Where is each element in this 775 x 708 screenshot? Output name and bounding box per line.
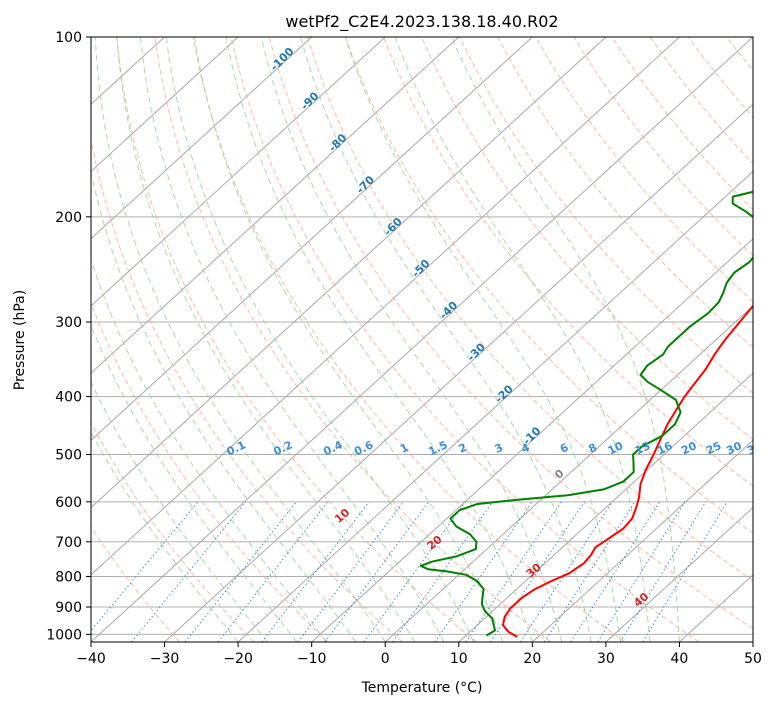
mixing-ratio-line [490,501,585,642]
dry-adiabat-line [383,37,753,487]
y-tick-label: 300 [55,315,82,331]
x-tick-label: −20 [223,651,253,667]
mixing-ratio-lines [91,501,728,642]
x-tick-label: 0 [381,651,390,667]
isotherm-line [91,37,386,307]
mixing-ratio-line [392,501,493,642]
chart-title: wetPf2_C2E4.2023.138.18.40.R02 [285,12,558,32]
y-axis-title: Pressure (hPa) [12,290,28,390]
dry-adiabat-line [497,37,753,348]
y-tick-label: 400 [55,390,82,406]
moist-adiabat-line [91,170,357,642]
mixing-ratio-line [261,501,370,642]
plot-frame [90,36,754,643]
moist-adiabat-line [260,37,563,642]
y-axis: 100 200 300 400 500 600 700 800 900 1000 [46,30,91,643]
mixing-ratio-label: 20 [679,439,699,457]
moist-adiabat-line [344,37,622,642]
x-tick-label: −40 [76,651,106,667]
mixing-ratio-line [184,501,297,642]
isotherm-line [91,37,239,173]
mixing-ratio-line [434,501,533,642]
moist-adiabat-line [140,37,445,642]
x-tick-label: 40 [671,651,689,667]
x-axis-title: Temperature (°C) [361,680,483,696]
moist-adiabat-line [194,37,504,642]
y-tick-label: 800 [55,569,82,585]
y-tick-label: 600 [55,495,82,511]
moist-adiabat-line [91,431,239,642]
x-tick-label: 30 [597,651,615,667]
sounding-series [419,190,753,638]
mixing-ratio-line [324,501,430,642]
mixing-ratio-label: 25 [704,439,723,457]
dry-adiabat-line [306,37,753,582]
moist-adiabat-line [91,380,268,642]
dewpoint-profile [419,190,753,637]
isotherm-line [164,103,753,642]
mixing-ratio-line [465,501,562,642]
isotherm-line [91,37,533,442]
isotherm-line [458,372,753,642]
isotherm-line [311,237,753,642]
dry-adiabat-line [573,37,753,257]
mixing-ratio-line [297,501,404,642]
isotherm-line [91,37,680,576]
dry-adiabat-line [91,526,181,642]
dry-adiabat-line [91,302,329,642]
mixing-ratio-label: 36 [745,439,765,457]
mixing-ratio-label: 30 [724,439,744,457]
mixing-ratio-line [363,501,466,642]
y-tick-label: 700 [55,535,82,551]
x-tick-label: −30 [150,651,180,667]
mixing-ratio-label: 10 [606,439,626,457]
x-axis: −40 −30 −20 −10 0 10 20 30 40 50 [76,642,762,667]
y-tick-label: 500 [55,448,82,464]
y-tick-label: 100 [55,30,82,46]
y-tick-label: 900 [55,600,82,616]
mixing-ratio-line [217,501,329,642]
mixing-ratio-line [642,501,728,642]
isotherm-line [237,170,753,642]
temperature-profile [502,304,753,638]
y-tick-label: 1000 [46,627,82,643]
mixing-ratio-line [619,501,707,642]
dry-adiabat-line [649,37,753,165]
isotherm-line [91,37,753,642]
isotherms [91,37,753,642]
moist-adiabat-line [300,37,592,642]
x-tick-label: 50 [744,651,762,667]
dry-adiabat-line [459,37,753,394]
isotherm-line [531,439,753,642]
isotherm-line [91,37,313,240]
moist-adiabat-line [91,324,298,642]
mixing-ratio-label: 13 [633,439,652,457]
x-tick-label: −10 [297,651,327,667]
mixing-ratio-label: 16 [655,439,675,457]
dry-adiabat-line [421,37,753,441]
moist-adiabat-line [225,37,533,642]
plot-area: 0.10.20.40.611.52346810131620253036-100-… [91,37,765,642]
dry-adiabat-line [116,37,477,642]
moist-adiabat-line [165,37,474,642]
y-tick-label: 200 [55,210,82,226]
moist-adiabat-line [116,37,416,642]
x-tick-label: 20 [523,651,541,667]
isotherm-line [605,506,753,642]
dry-adiabat-line [611,37,753,211]
x-tick-label: 10 [450,651,468,667]
isotherm-line [384,305,753,642]
dry-adiabat-line [154,37,551,642]
isotherm-line [91,37,460,374]
dry-adiabats [91,37,753,642]
moist-adiabat-line [450,37,680,642]
dry-adiabat-line [268,37,753,630]
